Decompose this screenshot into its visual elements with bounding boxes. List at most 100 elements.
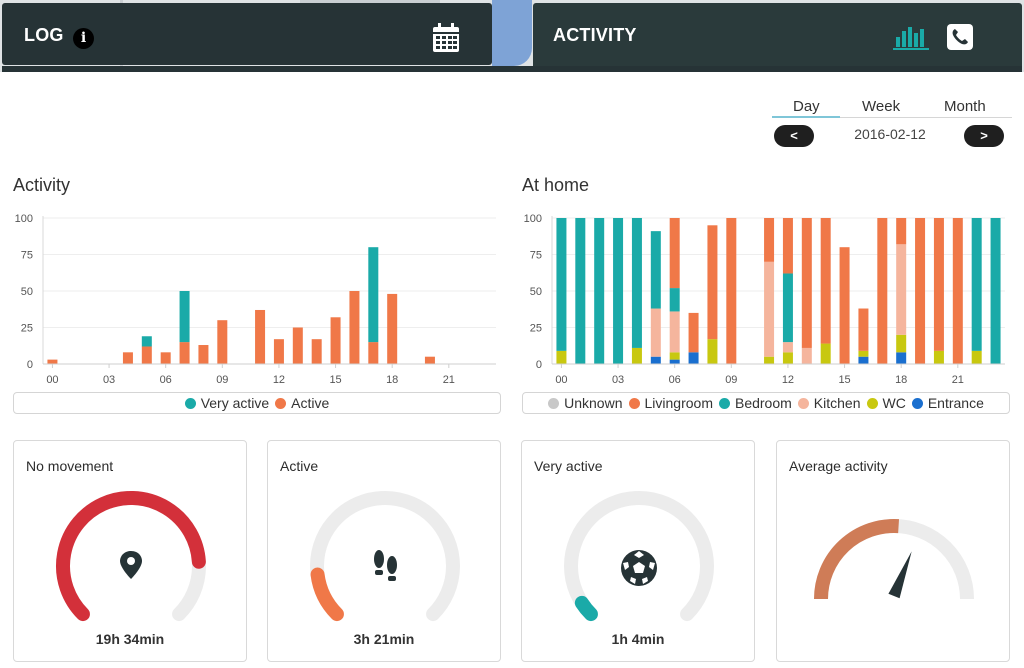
legend-item-entrance[interactable]: Entrance xyxy=(911,395,984,411)
bar-livingroom[interactable] xyxy=(858,308,869,351)
legend-item-kitchen[interactable]: Kitchen xyxy=(797,395,861,411)
bar-bedroom[interactable] xyxy=(990,218,1001,364)
bar-livingroom[interactable] xyxy=(726,218,737,364)
card-no-movement[interactable]: No movement 19h 34min xyxy=(13,440,247,662)
bar-wc[interactable] xyxy=(707,339,718,364)
bar-wc[interactable] xyxy=(971,350,982,364)
bar-livingroom[interactable] xyxy=(933,218,944,351)
bar-bedroom[interactable] xyxy=(594,218,605,364)
bar-bedroom[interactable] xyxy=(669,288,680,312)
bar-kitchen[interactable] xyxy=(669,311,680,353)
bar-livingroom[interactable] xyxy=(688,312,699,353)
bar-kitchen[interactable] xyxy=(782,342,793,353)
bar-entrance[interactable] xyxy=(650,356,661,364)
bar-livingroom[interactable] xyxy=(877,218,888,364)
bar-wc[interactable] xyxy=(764,356,775,364)
legend-item-unknown[interactable]: Unknown xyxy=(548,395,623,411)
legend-label: Bedroom xyxy=(734,395,792,411)
bar-active[interactable] xyxy=(368,342,379,364)
x-tick-label: 09 xyxy=(725,374,737,386)
at-home-chart-title: At home xyxy=(522,175,590,195)
bar-livingroom[interactable] xyxy=(952,218,963,364)
legend-label: Entrance xyxy=(927,395,984,411)
legend-label: Unknown xyxy=(564,395,623,411)
bar-active[interactable] xyxy=(292,327,303,365)
bar-bedroom[interactable] xyxy=(971,218,982,351)
bar-wc[interactable] xyxy=(782,352,793,364)
info-icon[interactable]: i xyxy=(73,28,94,49)
prev-date-button[interactable]: < xyxy=(774,125,814,147)
bar-very-active[interactable] xyxy=(368,247,379,343)
bar-active[interactable] xyxy=(217,320,228,364)
bar-kitchen[interactable] xyxy=(896,244,907,335)
bar-wc[interactable] xyxy=(631,347,642,364)
legend-item-livingroom[interactable]: Livingroom xyxy=(628,395,713,411)
bar-livingroom[interactable] xyxy=(782,218,793,274)
bar-entrance[interactable] xyxy=(858,356,869,364)
bar-very-active[interactable] xyxy=(179,291,190,343)
bar-entrance[interactable] xyxy=(896,352,907,364)
y-tick-label: 50 xyxy=(530,286,542,298)
bar-livingroom[interactable] xyxy=(764,218,775,262)
bar-wc[interactable] xyxy=(896,334,907,353)
next-date-button[interactable]: > xyxy=(964,125,1004,147)
x-tick-label: 00 xyxy=(555,374,567,386)
bar-entrance[interactable] xyxy=(669,359,680,364)
legend-item-active[interactable]: Active xyxy=(275,395,329,411)
bar-bedroom[interactable] xyxy=(575,218,586,364)
bar-active[interactable] xyxy=(424,356,435,364)
legend-item-very-active[interactable]: Very active xyxy=(184,395,269,411)
bar-bedroom[interactable] xyxy=(650,231,661,309)
bar-entrance[interactable] xyxy=(688,352,699,364)
bar-active[interactable] xyxy=(387,293,398,364)
bar-kitchen[interactable] xyxy=(801,347,812,364)
bar-livingroom[interactable] xyxy=(839,247,850,364)
activity-panel[interactable]: ACTIVITY xyxy=(533,3,1022,69)
gauge-value-arc xyxy=(574,595,598,622)
log-panel[interactable]: LOG i xyxy=(2,3,492,65)
bar-active[interactable] xyxy=(122,352,133,364)
bar-bedroom[interactable] xyxy=(631,218,642,348)
bar-active[interactable] xyxy=(349,291,360,364)
card-very-active[interactable]: Very active 1h 4min xyxy=(521,440,755,662)
bar-active[interactable] xyxy=(255,309,266,364)
phone-icon[interactable] xyxy=(947,24,973,50)
bar-livingroom[interactable] xyxy=(801,218,812,348)
bar-livingroom[interactable] xyxy=(707,225,718,340)
bar-wc[interactable] xyxy=(933,350,944,364)
card-average-activity[interactable]: Average activity xyxy=(776,440,1010,662)
bar-bedroom[interactable] xyxy=(613,218,624,364)
x-tick-label: 18 xyxy=(895,374,907,386)
bar-active[interactable] xyxy=(198,345,209,364)
bar-active[interactable] xyxy=(141,346,152,364)
bar-active[interactable] xyxy=(273,339,284,364)
tab-month[interactable]: Month xyxy=(944,98,986,115)
bar-active[interactable] xyxy=(311,339,322,364)
bar-bedroom[interactable] xyxy=(782,273,793,343)
tab-week[interactable]: Week xyxy=(862,98,901,115)
bar-kitchen[interactable] xyxy=(650,308,661,357)
bar-livingroom[interactable] xyxy=(915,218,926,364)
bar-livingroom[interactable] xyxy=(669,218,680,289)
at-home-legend: Unknown Livingroom Bedroom Kitchen WC En… xyxy=(522,392,1010,414)
bar-chart-icon[interactable] xyxy=(893,23,929,51)
tab-day[interactable]: Day xyxy=(793,98,820,115)
bar-wc[interactable] xyxy=(858,350,869,357)
activity-chart-title: Activity xyxy=(13,175,71,195)
bar-active[interactable] xyxy=(160,352,171,364)
bar-very-active[interactable] xyxy=(141,336,152,347)
bar-active[interactable] xyxy=(47,359,58,364)
card-active[interactable]: Active 3h 21min xyxy=(267,440,501,662)
bar-bedroom[interactable] xyxy=(556,218,567,351)
bar-wc[interactable] xyxy=(820,343,831,364)
calendar-icon[interactable] xyxy=(432,23,460,53)
legend-item-wc[interactable]: WC xyxy=(866,395,906,411)
bar-livingroom[interactable] xyxy=(820,218,831,344)
bar-active[interactable] xyxy=(179,342,190,364)
bar-kitchen[interactable] xyxy=(764,261,775,357)
bar-active[interactable] xyxy=(330,317,341,364)
bar-livingroom[interactable] xyxy=(896,218,907,245)
bar-wc[interactable] xyxy=(556,350,567,364)
legend-item-bedroom[interactable]: Bedroom xyxy=(718,395,792,411)
bar-wc[interactable] xyxy=(669,352,680,360)
